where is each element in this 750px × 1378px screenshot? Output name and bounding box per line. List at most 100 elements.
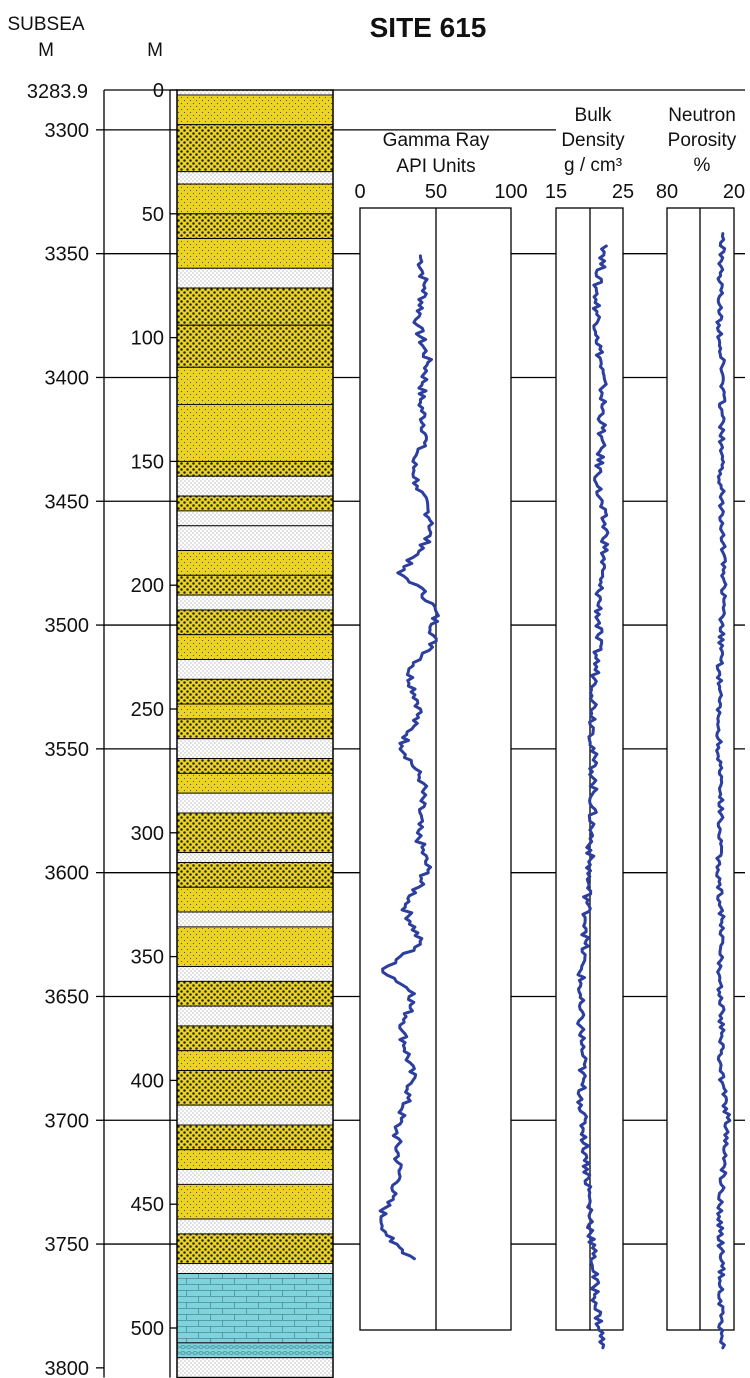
track-header-line: g / cm³: [564, 155, 622, 176]
lithology-bed: [176, 812, 334, 854]
lithology-bed: [176, 1070, 334, 1106]
depth-unit-label: M: [147, 40, 163, 61]
depth-tick-label: 50: [142, 204, 164, 226]
track-curve: [378, 254, 440, 1261]
track-curve: [576, 244, 610, 1350]
track-curve: [715, 232, 732, 1350]
lithology-bed: [176, 1169, 334, 1185]
subsea-tick-label: 3500: [45, 615, 90, 637]
lithology-bed: [176, 609, 334, 636]
track-header-line: Neutron: [668, 105, 736, 126]
track-scale-label: 100: [494, 181, 527, 203]
subsea-tick-label: 3700: [45, 1110, 90, 1132]
lithology-bed: [176, 213, 334, 240]
subsea-unit-label: M: [38, 40, 54, 61]
lithology-bed: [176, 475, 334, 497]
track-scale-label: 80: [656, 181, 678, 203]
track-scale-label: 50: [425, 181, 447, 203]
lithology-bed: [176, 703, 334, 720]
lithology-bed: [176, 634, 334, 660]
lithology-bed: [176, 510, 334, 527]
lithology-bed: [176, 758, 334, 774]
depth-tick-label: 200: [131, 575, 164, 597]
lithology-bed: [176, 678, 334, 705]
depth-tick-label: 250: [131, 699, 164, 721]
lithology-bed: [176, 718, 334, 740]
depth-tick-label: 400: [131, 1070, 164, 1092]
track-header-line: Gamma Ray: [383, 130, 490, 151]
depth-tick-label: 300: [131, 823, 164, 845]
subsea-tick-label: 3800: [45, 1358, 90, 1378]
lithology-column: [176, 89, 334, 1378]
lithology-bed: [176, 267, 334, 289]
lithology-bed: [176, 966, 334, 982]
depth-axes: 3300335034003450350035503600365037003750…: [45, 80, 177, 1378]
chart-title: SITE 615: [370, 12, 487, 43]
track-header-line: API Units: [396, 156, 475, 177]
lithology-bed: [176, 1218, 334, 1235]
lithology-bed: [176, 94, 334, 126]
subsea-tick-label: 3350: [45, 244, 90, 266]
lithology-bed: [176, 124, 334, 173]
lithology-bed: [176, 738, 334, 759]
lithology-bed: [176, 792, 334, 814]
lithology-bed: [176, 183, 334, 215]
track-header-line: %: [694, 155, 711, 176]
lithology-bed: [176, 1124, 334, 1151]
log-track-2: Neutron Porosity% 80 20: [656, 105, 745, 1350]
lithology-bed: [176, 525, 334, 551]
lithology-bed: [176, 1104, 334, 1126]
lithology-bed: [176, 550, 334, 576]
subsea-tick-label: 3750: [45, 1234, 90, 1256]
track-scale-label: 0: [354, 181, 365, 203]
lithology-bed: [176, 324, 334, 368]
lithology-bed: [176, 1149, 334, 1170]
depth-tick-label: 0: [153, 80, 164, 102]
lithology-bed: [176, 594, 334, 611]
log-track-1: Bulk Density g / cm³ 15 25: [545, 105, 634, 1350]
depth-tick-label: 350: [131, 947, 164, 969]
lithology-bed: [176, 1233, 334, 1265]
log-tracks: Gamma Ray API Units 0 50 100 Bulk Density g / c…: [354, 105, 745, 1350]
lithology-bed: [176, 287, 334, 326]
depth-tick-label: 150: [131, 451, 164, 473]
lithology-bed: [176, 1025, 334, 1052]
lithology-bed: [176, 1183, 334, 1220]
lithology-bed: [176, 852, 334, 863]
lithology-bed: [176, 980, 334, 1007]
lithology-bed: [176, 1263, 334, 1274]
lithology-bed: [176, 171, 334, 185]
track-header-line: Bulk: [575, 105, 612, 126]
lithology-bed: [176, 238, 334, 269]
lithology-bed: [176, 926, 334, 967]
lithology-bed: [176, 911, 334, 928]
log-track-0: Gamma Ray API Units 0 50 100: [354, 130, 528, 1331]
subsea-header: SUBSEA: [7, 14, 84, 35]
track-scale-label: 25: [612, 181, 634, 203]
subsea-tick-label: 3650: [45, 986, 90, 1008]
depth-tick-label: 100: [131, 328, 164, 350]
lithology-bed: [176, 574, 334, 596]
subsea-tick-label: 3300: [45, 120, 90, 142]
subsea-tick-label: 3400: [45, 367, 90, 389]
lithology-bed: [176, 366, 334, 405]
lithology-bed: [176, 659, 334, 680]
track-scale-label: 20: [723, 181, 745, 203]
subsea-tick-label: 3450: [45, 491, 90, 513]
lithology-bed: [176, 1342, 334, 1359]
lithology-bed: [176, 772, 334, 794]
lithology-bed: [176, 1273, 334, 1344]
lithology-bed: [176, 1357, 334, 1378]
subsea-tick-label: 3550: [45, 739, 90, 761]
lithology-bed: [176, 460, 334, 477]
lithology-bed: [176, 862, 334, 888]
track-scale-label: 15: [545, 181, 567, 203]
depth-tick-label: 450: [131, 1194, 164, 1216]
lithology-bed: [176, 495, 334, 512]
lithology-bed: [176, 404, 334, 462]
lithology-bed: [176, 886, 334, 913]
lithology-bed: [176, 1050, 334, 1071]
subsea-tick-label: 3600: [45, 863, 90, 885]
lithology-bed: [176, 1005, 334, 1027]
